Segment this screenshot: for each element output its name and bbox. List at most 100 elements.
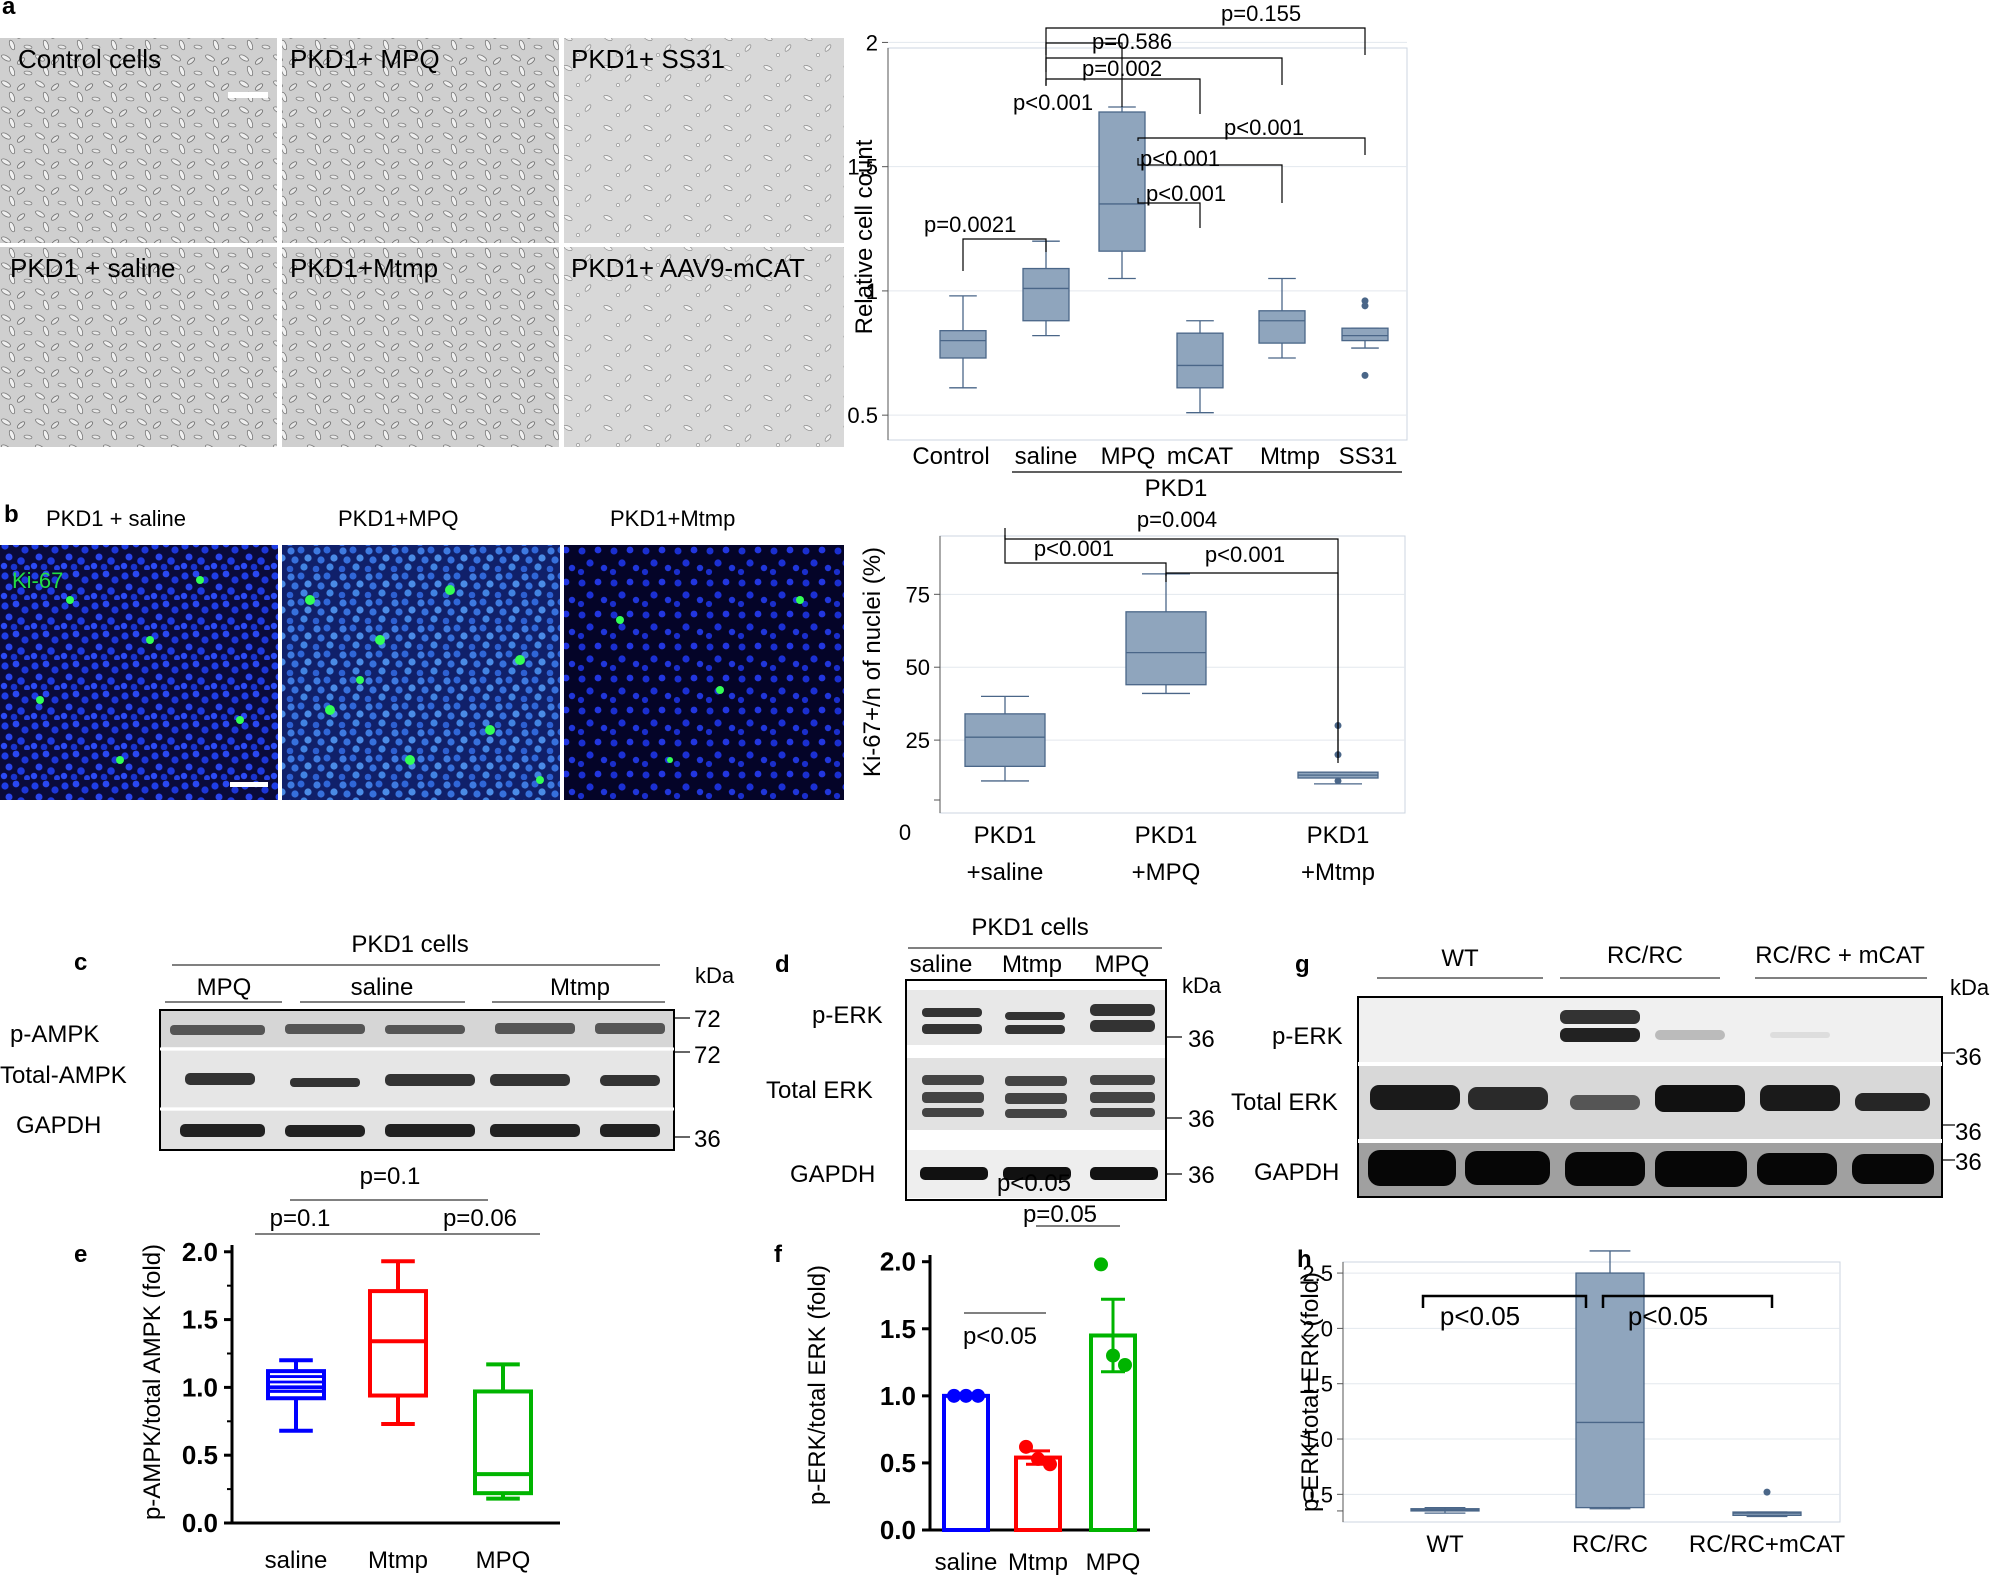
kda-label: kDa: [1182, 973, 1222, 998]
pvalue-label: p=0.1: [270, 1205, 331, 1232]
micrograph-saline: [0, 247, 277, 447]
lane-label: saline: [351, 974, 414, 1001]
y-tick-label: 1.5: [847, 155, 878, 180]
y-tick-label: 2.0: [1302, 1316, 1333, 1341]
chart-a-marks: 0.5 1 1.5 2 Control saline MPQ mCAT Mtmp SS31 Rela…: [847, 30, 1408, 470]
y-axis-label: p-ERK/total ERK (fold): [1297, 1272, 1324, 1512]
kda-marker: 36: [1955, 1044, 1982, 1071]
micrograph-label: PKD1 + saline: [10, 253, 175, 283]
chart-f: 0.0 0.5 1.0 1.5 2.0 saline Mtmp MPQ p-ERK/total …: [804, 1170, 1150, 1576]
blot-title: PKD1 cells: [351, 931, 468, 958]
x-tick-label: +Mtmp: [1301, 859, 1375, 886]
y-tick-label: 0.0: [880, 1515, 916, 1545]
band-row-gapdh: [180, 1124, 660, 1137]
group-label-pkd1: PKD1: [1145, 475, 1208, 502]
outlier-point: [1361, 297, 1369, 305]
blot-d: PKD1 cells saline Mtmp MPQ kDa p-ERK Tot…: [766, 914, 1222, 1201]
image-label: PKD1+MPQ: [338, 506, 458, 531]
kda-marker: 36: [694, 1126, 721, 1153]
box: [473, 1389, 533, 1496]
kda-marker: 72: [694, 1006, 721, 1033]
y-axis-label: p-ERK/total ERK (fold): [804, 1265, 831, 1505]
micrograph-label: PKD1+Mtmp: [290, 253, 438, 283]
chart-h: 0.5 1.0 1.5 2.0 2.5 WT RC/RC RC/RC+mCAT p-ERK/to…: [1297, 1250, 1845, 1558]
y-tick-label: 2.0: [182, 1237, 218, 1267]
fluorescence-mpq: [282, 545, 560, 800]
box: [266, 1369, 326, 1401]
lane-label: Mtmp: [550, 974, 610, 1001]
data-point: [1043, 1457, 1057, 1472]
panel-letter-d: d: [775, 951, 790, 978]
x-tick-label: WT: [1426, 1531, 1464, 1558]
x-tick-label: Mtmp: [1260, 443, 1320, 470]
micrograph-label: PKD1+ SS31: [571, 44, 725, 74]
pvalue-label: p<0.05: [1628, 1301, 1708, 1331]
outlier-point: [1361, 302, 1369, 310]
lane-label: WT: [1441, 945, 1479, 972]
pvalue-label: p=0.05: [1023, 1201, 1097, 1228]
x-tick-label: PKD1: [974, 822, 1037, 849]
band-row-perk: [1560, 1010, 1830, 1042]
y-tick-label: 25: [906, 728, 930, 753]
x-tick-label: Control: [912, 443, 989, 470]
chart-e-marks: 0.0 0.5 1.0 1.5 2.0 saline Mtmp MPQ p-AMPK/total…: [139, 1237, 560, 1574]
lane-label: MPQ: [197, 974, 252, 1001]
pvalue-brackets-b: [1004, 528, 1339, 763]
box: [964, 713, 1046, 767]
y-tick-label: 0.5: [880, 1448, 916, 1478]
row-label: p-AMPK: [10, 1021, 99, 1048]
x-tick-label: SS31: [1339, 443, 1398, 470]
band-row-total-ampk: [185, 1073, 660, 1087]
box: [939, 330, 987, 359]
y-tick-label: 50: [906, 655, 930, 680]
data-point: [947, 1388, 961, 1403]
outlier-point: [1361, 371, 1369, 379]
outlier-point: [1763, 1488, 1771, 1496]
chart-e: 0.0 0.5 1.0 1.5 2.0 saline Mtmp MPQ p-AMPK/total…: [139, 1163, 560, 1574]
lane-label: RC/RC: [1607, 942, 1683, 969]
data-point: [1031, 1451, 1045, 1466]
band-row-total-erk: [1370, 1085, 1930, 1112]
pvalue-label: p<0.05: [997, 1170, 1071, 1197]
row-label: GAPDH: [1254, 1159, 1339, 1186]
pvalue-label: p=0.002: [1082, 56, 1162, 81]
pvalue-label: p=0.0021: [924, 212, 1016, 237]
panel-letter-e: e: [74, 1241, 87, 1268]
y-axis-label: Ki-67+/n of nuclei (%): [859, 547, 886, 777]
stain-label: Ki-67: [12, 568, 63, 593]
box: [1022, 267, 1070, 322]
x-tick-label: PKD1: [1135, 822, 1198, 849]
row-label: Total ERK: [1231, 1089, 1338, 1116]
y-tick-label: 0.5: [847, 403, 878, 428]
lane-label: MPQ: [1095, 951, 1150, 978]
micrograph-mtmp: [282, 247, 559, 447]
panel-letter-c: c: [74, 949, 87, 976]
row-label: p-ERK: [812, 1002, 883, 1029]
x-tick-label: mCAT: [1167, 443, 1234, 470]
x-tick-label: MPQ: [1101, 443, 1156, 470]
data-point: [959, 1388, 973, 1403]
scale-bar: [228, 92, 268, 98]
lane-label: Mtmp: [1002, 951, 1062, 978]
micrograph-label: Control cells: [18, 44, 161, 74]
y-tick-label: 0.0: [182, 1508, 218, 1538]
blot-title: PKD1 cells: [971, 914, 1088, 941]
x-tick-label: Mtmp: [368, 1547, 428, 1574]
pvalue-label: p<0.001: [1140, 146, 1220, 171]
x-tick-label: saline: [265, 1547, 328, 1574]
data-point: [971, 1388, 985, 1403]
kda-marker: 36: [1188, 1026, 1215, 1053]
y-tick-label: 1: [866, 279, 878, 304]
y-tick-label: 1.0: [880, 1381, 916, 1411]
row-label: Total-AMPK: [0, 1062, 127, 1089]
panel-letter-a: a: [2, 0, 16, 20]
y-tick-label: 2.5: [1302, 1261, 1333, 1286]
x-tick-label: MPQ: [1086, 1549, 1141, 1576]
pvalue-label: p<0.05: [1440, 1301, 1520, 1331]
panel-letter-h: h: [1297, 1246, 1312, 1273]
y-axis-label: p-AMPK/total AMPK (fold): [139, 1244, 166, 1520]
fluorescence-mtmp: [564, 545, 844, 800]
kda-marker: 36: [1955, 1119, 1982, 1146]
data-point: [1106, 1348, 1120, 1363]
